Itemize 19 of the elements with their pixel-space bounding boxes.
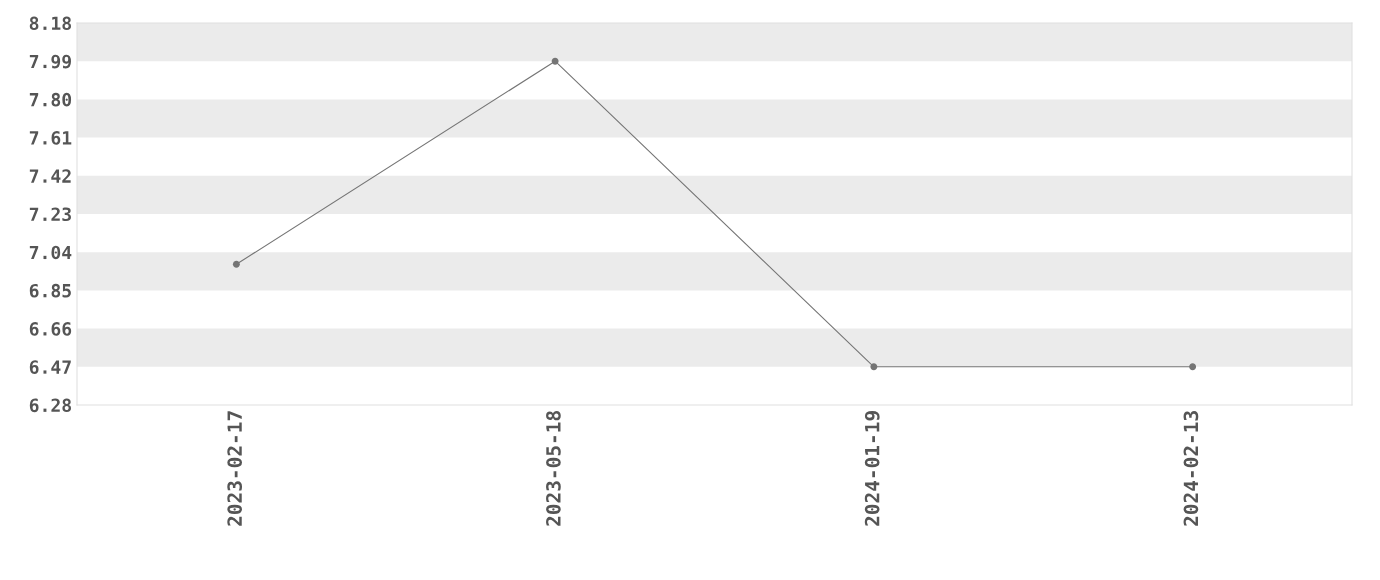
y-tick-label: 7.99 [29, 54, 71, 69]
x-tick-label: 2024-01-19 [864, 411, 880, 526]
x-tick-label: 2024-02-13 [1183, 411, 1199, 526]
y-tick-label: 7.04 [29, 245, 72, 260]
x-tick-label: 2023-05-18 [546, 411, 561, 526]
y-tick-label: 7.23 [29, 207, 71, 222]
point [551, 57, 559, 65]
y-tick-label: 6.47 [29, 360, 71, 374]
y-tick-label: 8.18 [29, 16, 71, 31]
y-tick-label: 7.80 [29, 92, 72, 107]
x-tick-label: 2023-02-17 [227, 411, 243, 526]
y-tick-label: 6.85 [29, 283, 71, 298]
point [870, 363, 878, 371]
y-tick-label: 6.66 [29, 322, 72, 336]
point [232, 260, 240, 268]
y-tick-label: 7.42 [29, 169, 71, 183]
y-tick-label: 6.28 [29, 398, 71, 413]
point [1189, 363, 1197, 371]
y-tick-label: 7.61 [29, 131, 72, 145]
